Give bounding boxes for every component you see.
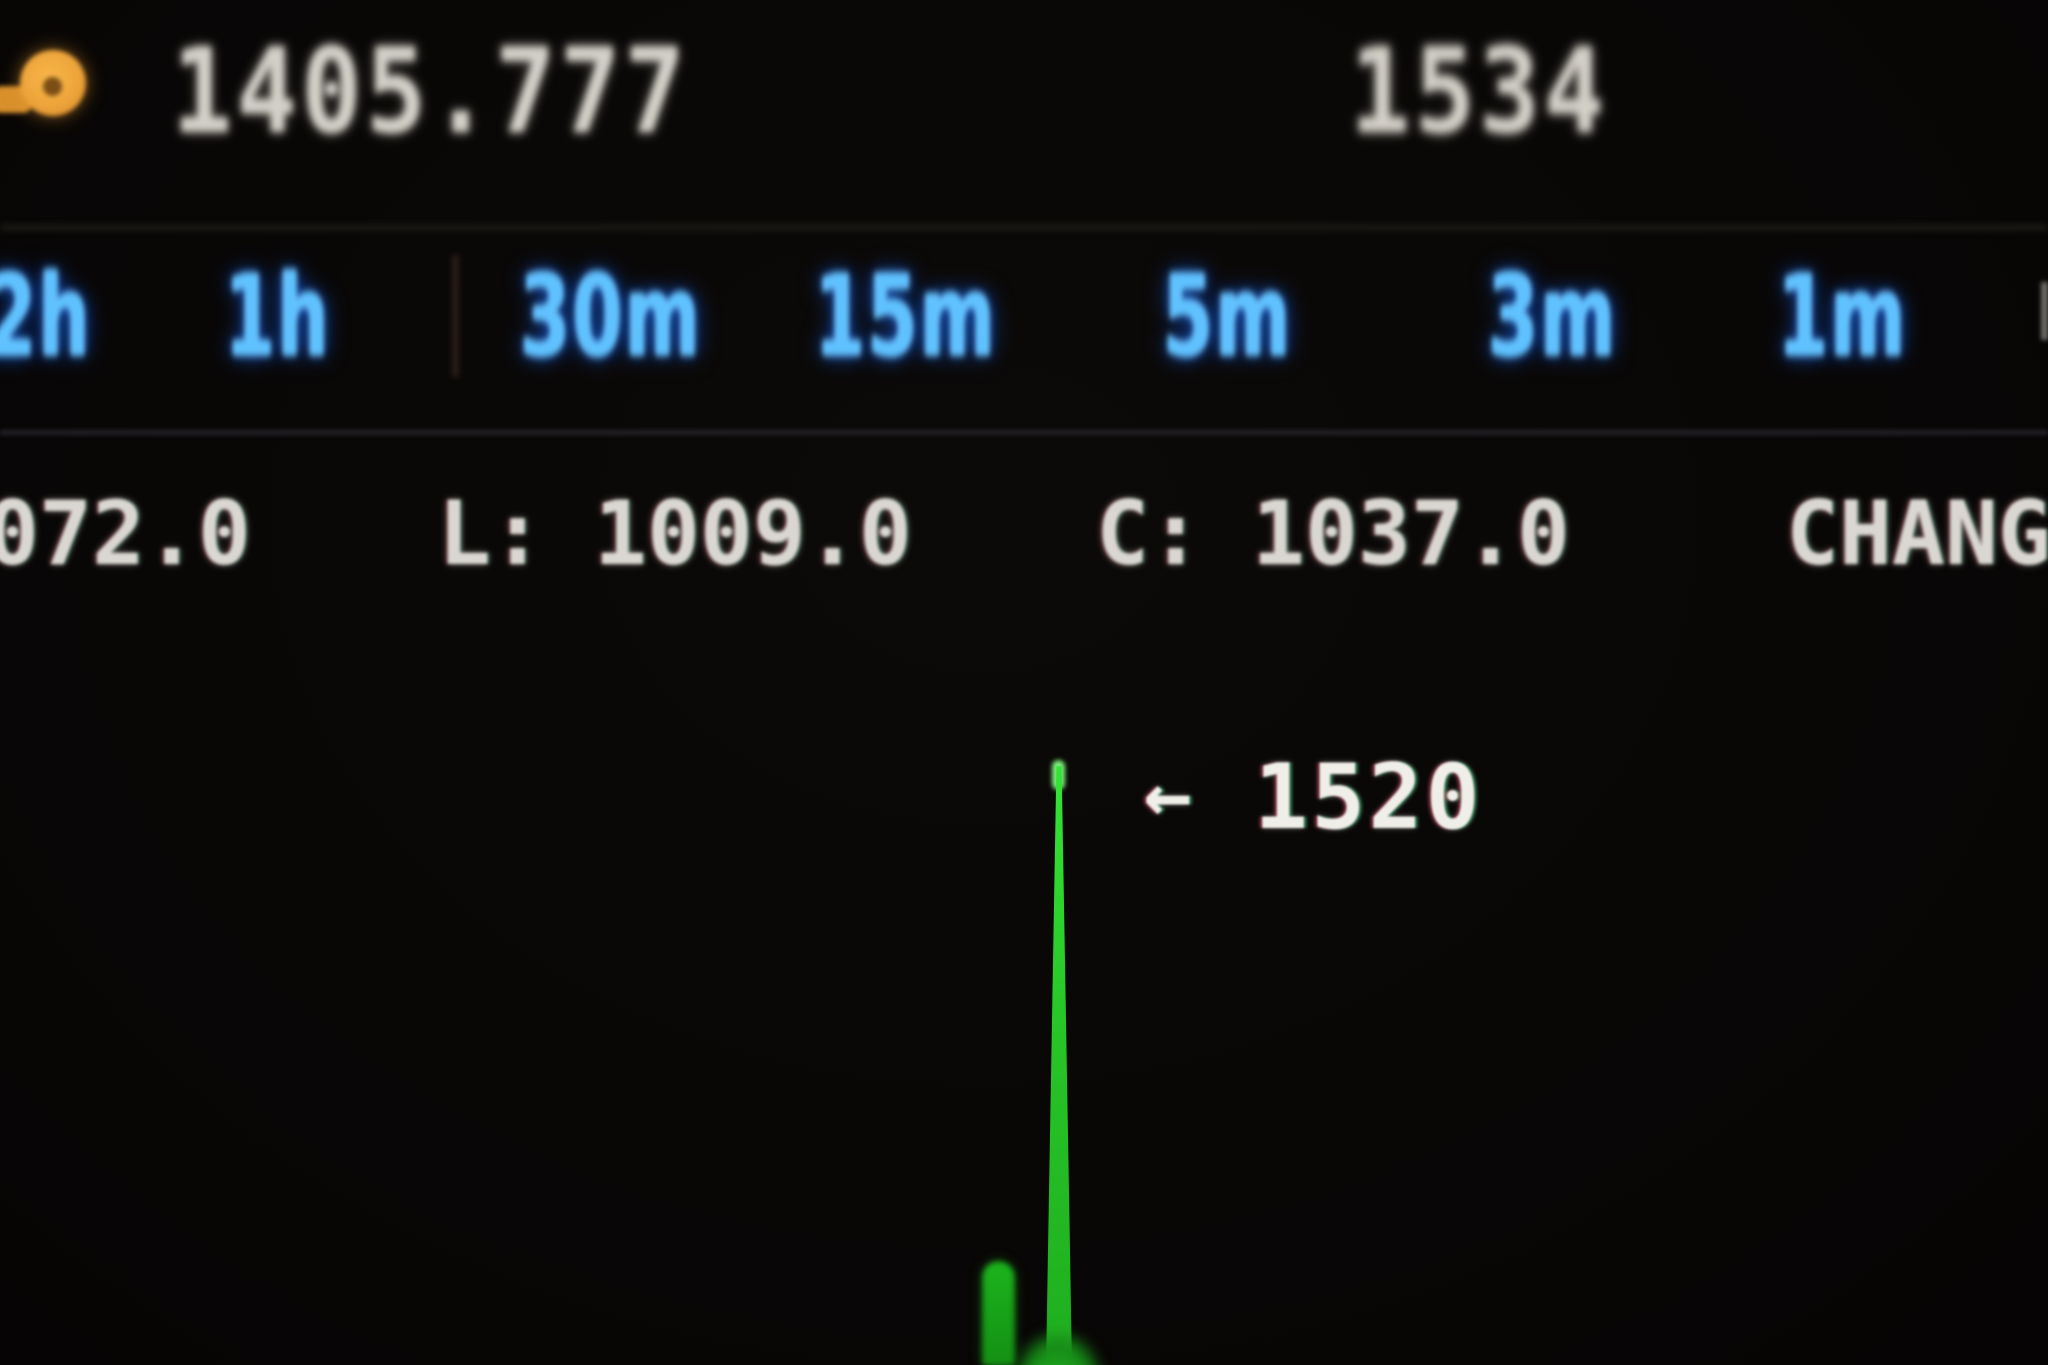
counter-display: 1534	[1350, 22, 1609, 160]
left-arrow-icon: ←	[1143, 748, 1192, 841]
readout-value: 1037.0	[1251, 482, 1570, 585]
key-icon-hole	[43, 77, 62, 96]
readout-close: C: 1037.0	[1096, 482, 1570, 585]
timeframe-button-1h[interactable]: 1h	[225, 252, 332, 382]
timeframe-button-15m[interactable]: 15m	[815, 252, 998, 382]
timeframe-button-1m[interactable]: 1m	[1778, 252, 1908, 382]
timeframe-button-5m[interactable]: 5m	[1163, 252, 1293, 382]
separator-top-row	[0, 224, 2048, 231]
readout-value: 072.0	[0, 482, 251, 585]
readout-label: C:	[1096, 482, 1202, 585]
annotation-value: 1520	[1253, 745, 1483, 850]
clipped-right-edge-element	[2041, 282, 2048, 340]
price-annotation: ← 1520	[1086, 726, 1483, 869]
key-icon	[0, 46, 110, 132]
timeframe-divider	[452, 255, 459, 377]
main-price-spike	[1046, 766, 1072, 1365]
readout-left-clipped: 072.0	[0, 482, 251, 585]
timeframe-button-30m[interactable]: 30m	[520, 252, 703, 382]
chart-area[interactable]: ← 1520	[0, 560, 2048, 1365]
price-display: 1405.777	[172, 22, 690, 160]
readout-value: CHANG	[1786, 482, 2048, 585]
separator-readout-row	[0, 430, 2048, 435]
readout-low: L: 1009.0	[438, 482, 912, 585]
readout-label: L:	[438, 482, 544, 585]
readout-change-clipped: CHANG	[1786, 482, 2048, 585]
secondary-bar	[983, 1262, 1014, 1365]
timeframe-button-3m[interactable]: 3m	[1488, 252, 1618, 382]
readout-value: 1009.0	[593, 482, 912, 585]
spike-base-glow	[1014, 1332, 1102, 1365]
timeframe-button-2h[interactable]: 2h	[0, 252, 93, 382]
